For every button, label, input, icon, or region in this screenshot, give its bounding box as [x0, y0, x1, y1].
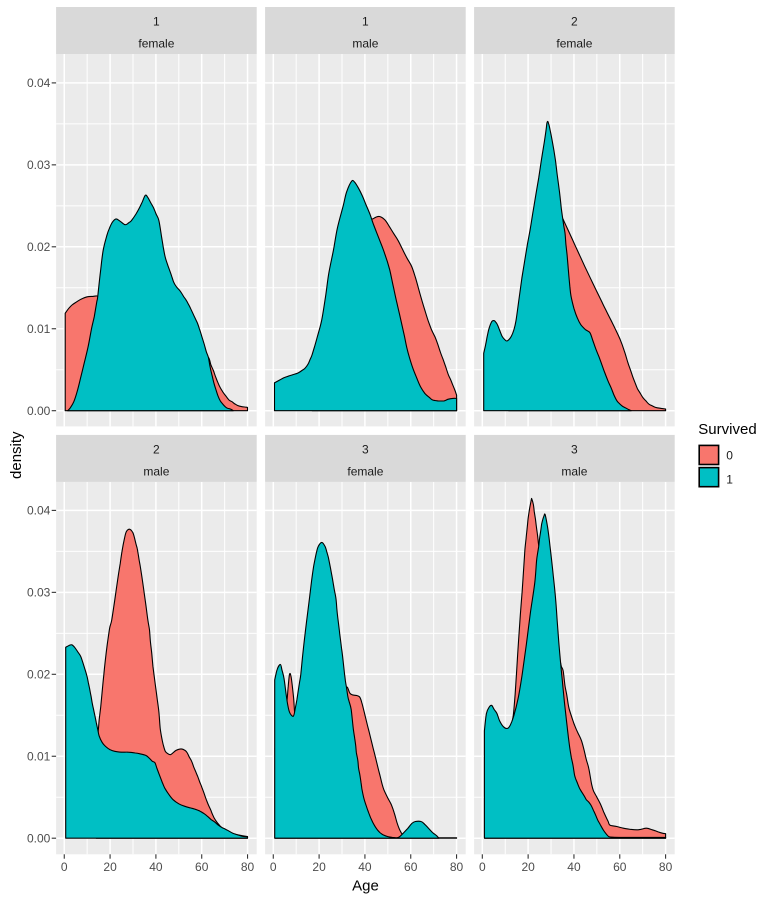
svg-text:1: 1 — [362, 15, 369, 29]
svg-text:0.00: 0.00 — [27, 831, 51, 845]
svg-text:male: male — [561, 464, 587, 478]
svg-text:male: male — [352, 36, 378, 50]
svg-text:60: 60 — [195, 860, 209, 874]
svg-text:2: 2 — [153, 443, 160, 457]
svg-text:60: 60 — [404, 860, 418, 874]
svg-text:40: 40 — [567, 860, 581, 874]
svg-text:1: 1 — [726, 472, 733, 486]
svg-text:0.02: 0.02 — [27, 668, 51, 682]
svg-text:80: 80 — [241, 860, 255, 874]
svg-text:0: 0 — [726, 449, 733, 463]
svg-text:40: 40 — [358, 860, 372, 874]
svg-text:0: 0 — [479, 860, 486, 874]
svg-text:0.01: 0.01 — [27, 749, 51, 763]
svg-text:1: 1 — [153, 15, 160, 29]
svg-text:0.00: 0.00 — [27, 404, 51, 418]
svg-text:Age: Age — [352, 878, 379, 895]
svg-text:density: density — [8, 431, 25, 479]
svg-text:80: 80 — [659, 860, 673, 874]
svg-text:female: female — [138, 36, 174, 50]
svg-text:80: 80 — [450, 860, 464, 874]
svg-text:male: male — [143, 464, 169, 478]
svg-text:3: 3 — [571, 443, 578, 457]
svg-text:20: 20 — [103, 860, 117, 874]
svg-text:0.03: 0.03 — [27, 586, 51, 600]
svg-text:0.02: 0.02 — [27, 240, 51, 254]
svg-text:0.04: 0.04 — [27, 76, 51, 90]
svg-text:20: 20 — [312, 860, 326, 874]
svg-text:60: 60 — [613, 860, 627, 874]
svg-text:0: 0 — [61, 860, 68, 874]
svg-text:2: 2 — [571, 15, 578, 29]
svg-text:0.01: 0.01 — [27, 322, 51, 336]
svg-text:Survived: Survived — [698, 421, 756, 438]
svg-text:40: 40 — [149, 860, 163, 874]
svg-text:female: female — [347, 464, 383, 478]
svg-text:0.04: 0.04 — [27, 504, 51, 518]
svg-text:0.03: 0.03 — [27, 158, 51, 172]
svg-text:female: female — [556, 36, 592, 50]
svg-text:20: 20 — [521, 860, 535, 874]
svg-text:0: 0 — [270, 860, 277, 874]
svg-text:3: 3 — [362, 443, 369, 457]
